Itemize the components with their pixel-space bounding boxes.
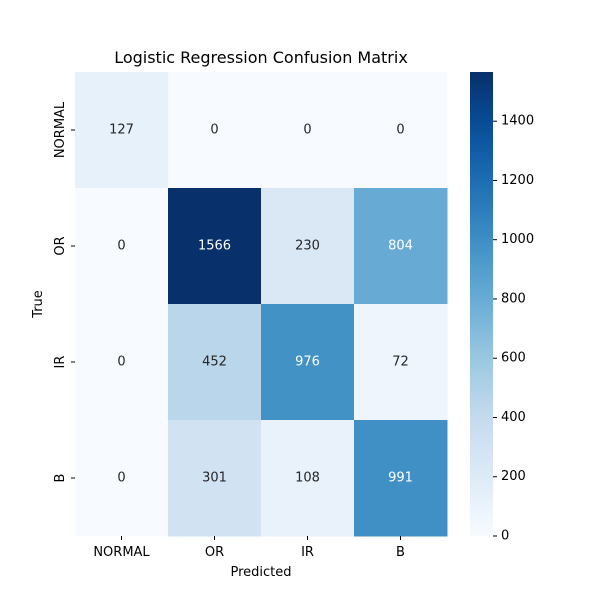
heatmap-cell bbox=[168, 188, 262, 305]
colorbar-tick-label: 0 bbox=[501, 529, 509, 544]
x-tick-label: B bbox=[396, 545, 405, 560]
x-axis-label: Predicted bbox=[230, 565, 291, 580]
x-tick-label: NORMAL bbox=[93, 545, 150, 560]
colorbar-tick-label: 800 bbox=[501, 291, 526, 306]
heatmap-cell bbox=[261, 188, 355, 305]
cell-value-label: 301 bbox=[202, 471, 227, 486]
heatmap-cell bbox=[261, 304, 355, 421]
cell-value-label: 0 bbox=[117, 355, 125, 370]
heatmap-cell bbox=[75, 188, 169, 305]
colorbar: 0 200 400 600 800 1000 1200 1400 bbox=[470, 72, 534, 544]
cell-value-label: 230 bbox=[295, 239, 320, 254]
y-tick-label: B bbox=[53, 474, 68, 483]
y-axis-label: True bbox=[31, 290, 46, 319]
x-tick-label: IR bbox=[301, 545, 314, 560]
heatmap-cell bbox=[354, 420, 448, 537]
heatmap-cell bbox=[354, 188, 448, 305]
cell-value-label: 804 bbox=[388, 239, 413, 254]
x-tick-label: OR bbox=[205, 545, 224, 560]
heatmap-cell bbox=[75, 420, 169, 537]
colorbar-tick-label: 1400 bbox=[501, 114, 534, 129]
colorbar-tick-label: 200 bbox=[501, 469, 526, 484]
heatmap-cell bbox=[261, 420, 355, 537]
colorbar-tick-label: 1000 bbox=[501, 232, 534, 247]
y-tick-label: OR bbox=[53, 236, 68, 255]
y-tick-label: NORMAL bbox=[53, 101, 68, 158]
cell-value-label: 452 bbox=[202, 355, 227, 370]
heatmap-cell bbox=[261, 72, 355, 189]
cell-value-label: 1566 bbox=[198, 239, 231, 254]
cell-value-label: 127 bbox=[109, 123, 134, 138]
cell-value-label: 976 bbox=[295, 355, 320, 370]
cell-value-label: 0 bbox=[303, 123, 311, 138]
heatmap-cell bbox=[75, 72, 169, 189]
heatmap-cell-labels: 127 0 0 0 0 1566 230 804 0 452 976 72 0 301 108 991 bbox=[109, 123, 413, 486]
cell-value-label: 108 bbox=[295, 471, 320, 486]
cell-value-label: 72 bbox=[392, 355, 409, 370]
heatmap-cell bbox=[168, 72, 262, 189]
cell-value-label: 0 bbox=[210, 123, 218, 138]
x-axis-ticks: NORMAL OR IR B bbox=[93, 536, 405, 560]
colorbar-tick-label: 400 bbox=[501, 410, 526, 425]
chart-title: Logistic Regression Confusion Matrix bbox=[114, 48, 408, 67]
colorbar-gradient bbox=[470, 72, 493, 536]
heatmap-cell bbox=[75, 304, 169, 421]
heatmap-cell bbox=[168, 420, 262, 537]
y-axis-ticks: NORMAL OR IR B bbox=[53, 101, 75, 482]
cell-value-label: 0 bbox=[117, 471, 125, 486]
y-tick-label: IR bbox=[53, 356, 68, 369]
cell-value-label: 0 bbox=[117, 239, 125, 254]
cell-value-label: 0 bbox=[396, 123, 404, 138]
heatmap-cell bbox=[168, 304, 262, 421]
colorbar-tick-label: 1200 bbox=[501, 173, 534, 188]
heatmap-cell bbox=[354, 72, 448, 189]
heatmap-cell bbox=[354, 304, 448, 421]
colorbar-tick-label: 600 bbox=[501, 351, 526, 366]
heatmap-cells bbox=[75, 72, 448, 537]
cell-value-label: 991 bbox=[388, 471, 413, 486]
